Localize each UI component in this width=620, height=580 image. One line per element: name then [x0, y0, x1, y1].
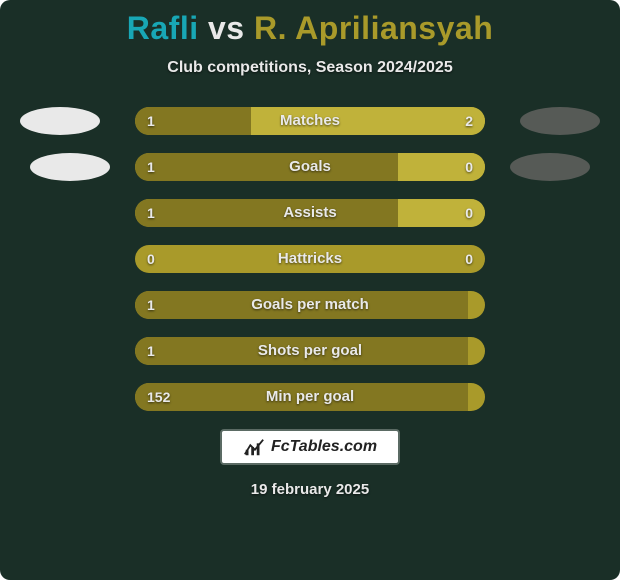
stat-row: 1 Goals 0 [135, 153, 485, 181]
stat-value-left: 1 [147, 337, 155, 365]
stat-row: 1 Assists 0 [135, 199, 485, 227]
player1-badge-bottom [30, 153, 110, 181]
chart-icon [243, 436, 265, 458]
stat-value-right: 0 [465, 153, 473, 181]
stat-row: 1 Matches 2 [135, 107, 485, 135]
stat-label: Hattricks [278, 245, 342, 273]
vs-label: vs [208, 10, 245, 46]
stat-label: Goals [289, 153, 331, 181]
player1-badge-top [20, 107, 100, 135]
stat-value-left: 152 [147, 383, 170, 411]
brand-text: FcTables.com [271, 438, 377, 456]
page-title: Rafli vs R. Apriliansyah [0, 10, 620, 47]
stat-label: Assists [283, 199, 336, 227]
stat-row: 152 Min per goal [135, 383, 485, 411]
stat-value-left: 0 [147, 245, 155, 273]
stat-value-right: 0 [465, 245, 473, 273]
footer-date: 19 february 2025 [0, 481, 620, 498]
stats-block: 1 Matches 2 1 Goals 0 1 Assists 0 0 Hattricks 0 1 Goa… [0, 107, 620, 411]
comparison-card: Rafli vs R. Apriliansyah Club competitio… [0, 0, 620, 580]
brand-logo: FcTables.com [220, 429, 400, 465]
stat-value-left: 1 [147, 107, 155, 135]
stat-value-left: 1 [147, 291, 155, 319]
stat-row: 1 Shots per goal [135, 337, 485, 365]
subtitle: Club competitions, Season 2024/2025 [0, 59, 620, 77]
bar-fill-left [135, 199, 398, 227]
player2-name: R. Apriliansyah [254, 10, 493, 46]
stat-value-left: 1 [147, 153, 155, 181]
stat-label: Min per goal [266, 383, 354, 411]
player2-badge-bottom [510, 153, 590, 181]
stat-value-right: 2 [465, 107, 473, 135]
bar-fill-left [135, 153, 398, 181]
stat-row: 1 Goals per match [135, 291, 485, 319]
stat-label: Matches [280, 107, 340, 135]
stat-value-right: 0 [465, 199, 473, 227]
stat-label: Goals per match [251, 291, 369, 319]
stat-value-left: 1 [147, 199, 155, 227]
stat-label: Shots per goal [258, 337, 362, 365]
player2-badge-top [520, 107, 600, 135]
player1-name: Rafli [127, 10, 199, 46]
stat-row: 0 Hattricks 0 [135, 245, 485, 273]
